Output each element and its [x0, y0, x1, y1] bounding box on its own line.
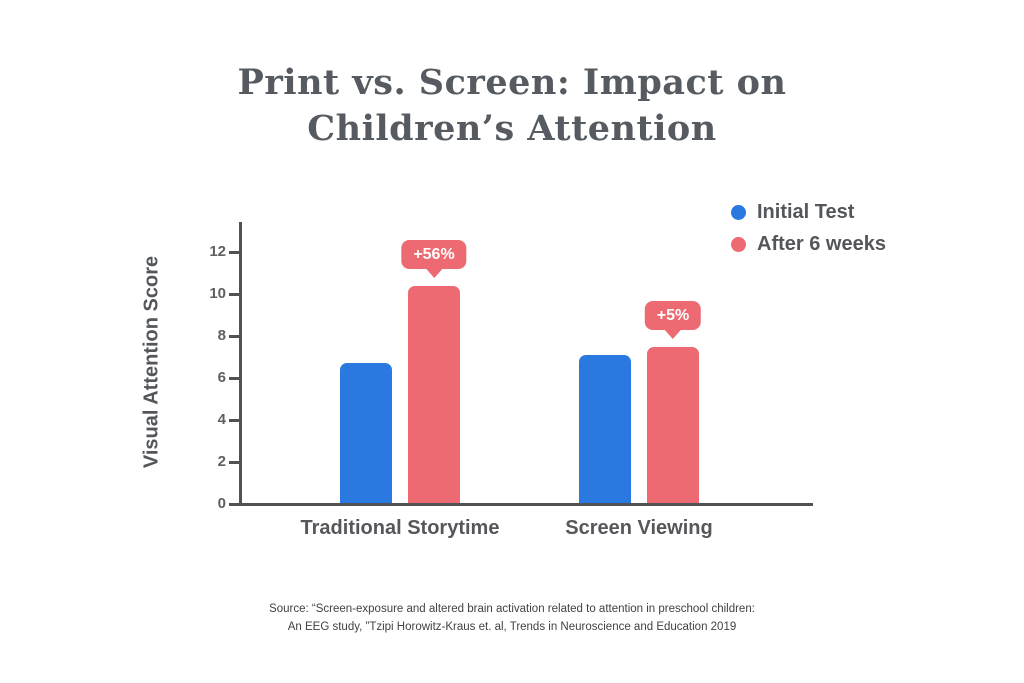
y-tick-label-12: 12: [209, 243, 226, 260]
chart-title-line2: Children’s Attention: [307, 108, 717, 149]
bar-initial-group1: [340, 363, 392, 504]
x-axis-line: [237, 502, 813, 506]
y-tick-mark-0: [229, 502, 239, 506]
bar-initial-group2: [579, 354, 631, 504]
y-tick-mark-4: [229, 418, 239, 422]
callout-bubble-group1: +56%: [401, 239, 467, 278]
y-axis-line: [239, 222, 242, 506]
chart-title-line1: Print vs. Screen: Impact on: [237, 62, 787, 103]
callout-pointer-group1: [426, 268, 442, 278]
y-tick-label-6: 6: [217, 369, 226, 386]
bar-after6weeks-group2: [647, 346, 699, 504]
legend-item-after-6-weeks: After 6 weeks: [731, 233, 886, 256]
callout-bubble-group2: +5%: [644, 300, 702, 339]
y-tick-label-10: 10: [209, 285, 226, 302]
source-line2: An EEG study, ”Tzipi Horowitz-Kraus et. …: [287, 621, 737, 633]
y-tick-mark-12: [229, 250, 239, 254]
legend-dot-blue: [731, 205, 746, 220]
legend-item-initial-test: Initial Test: [731, 201, 886, 224]
y-tick-mark-2: [229, 460, 239, 464]
y-tick-label-2: 2: [217, 453, 226, 470]
y-tick-label-4: 4: [217, 411, 226, 428]
legend-label-initial-test: Initial Test: [757, 201, 855, 223]
y-tick-label-0: 0: [217, 495, 226, 512]
y-tick-label-8: 8: [217, 327, 226, 344]
y-tick-mark-8: [229, 334, 239, 338]
y-tick-mark-6: [229, 376, 239, 380]
x-category-label-2: Screen Viewing: [565, 517, 713, 539]
legend-label-after-6-weeks: After 6 weeks: [757, 233, 886, 255]
source-line1: Source: “Screen-exposure and altered bra…: [269, 603, 755, 615]
chart-title: Print vs. Screen: Impact on Children’s A…: [0, 60, 1024, 152]
legend: Initial Test After 6 weeks: [731, 201, 886, 256]
callout-pointer-group2: [665, 329, 681, 339]
source-citation: Source: “Screen-exposure and altered bra…: [0, 600, 1024, 636]
legend-dot-red: [731, 237, 746, 252]
x-category-label-1: Traditional Storytime: [300, 517, 500, 539]
bar-after6weeks-group1: [408, 285, 460, 504]
y-tick-mark-10: [229, 292, 239, 296]
